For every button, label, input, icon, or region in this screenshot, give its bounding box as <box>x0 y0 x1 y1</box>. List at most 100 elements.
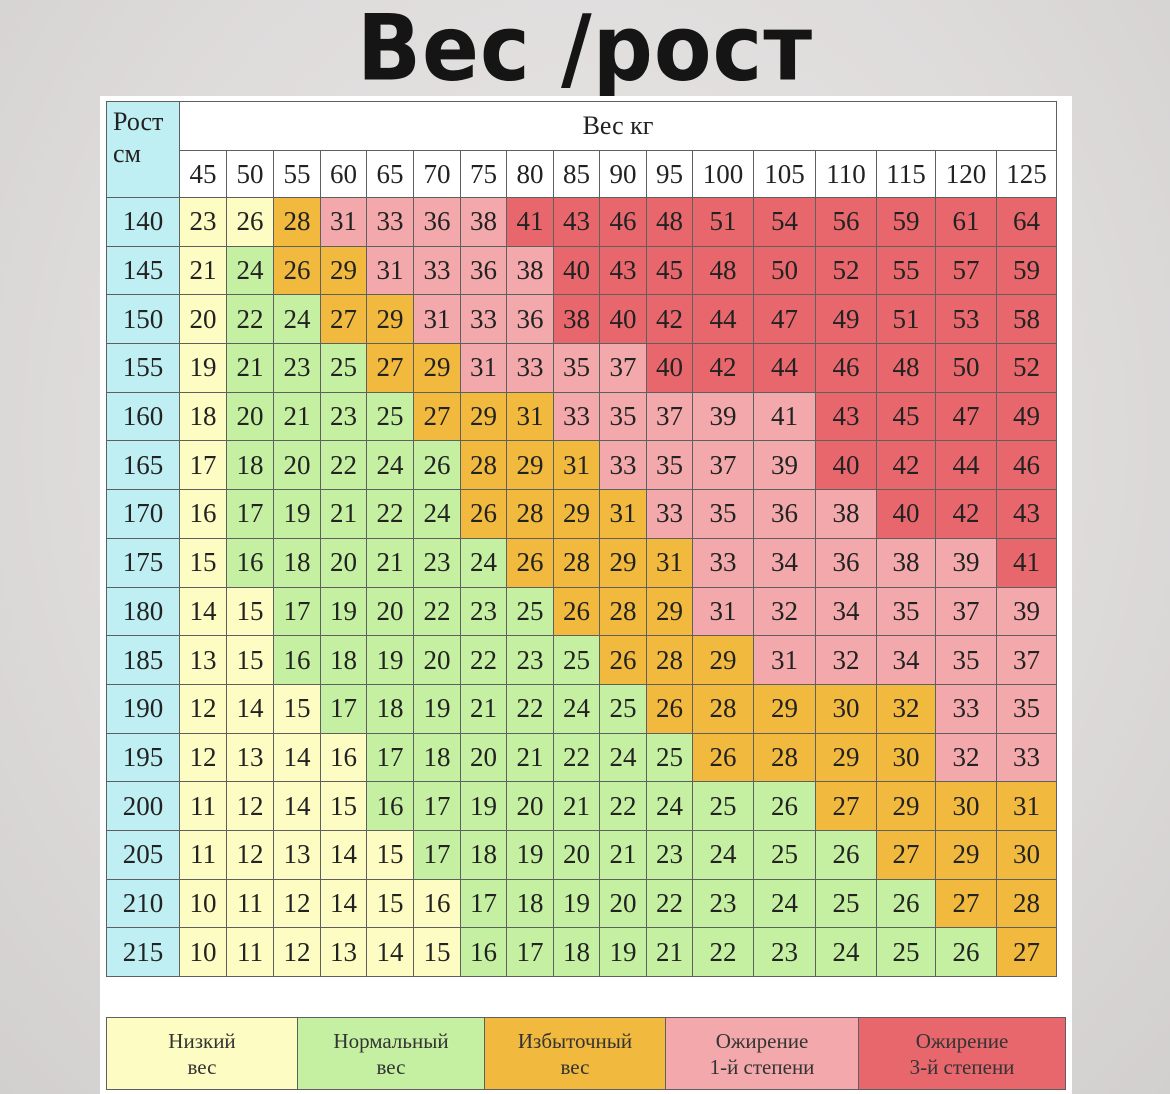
bmi-cell: 36 <box>413 197 461 247</box>
bmi-cell: 19 <box>460 781 507 831</box>
bmi-cell: 18 <box>413 732 461 783</box>
bmi-cell: 16 <box>226 537 274 588</box>
bmi-cell: 27 <box>815 781 877 831</box>
bmi-cell: 26 <box>460 489 507 539</box>
table-row: 210 10 11 12 14 15 16 17 18 19 20 22 23 24 25 26 27 28 <box>106 878 1057 929</box>
bmi-cell: 47 <box>935 391 997 442</box>
bmi-cell: 26 <box>553 586 600 637</box>
bmi-cell: 28 <box>599 586 647 637</box>
bmi-cell: 46 <box>815 343 877 393</box>
height-header-cell: 140 <box>106 197 180 247</box>
bmi-cell: 39 <box>996 586 1057 637</box>
bmi-cell: 35 <box>876 586 936 637</box>
bmi-cell: 14 <box>226 683 274 734</box>
bmi-cell: 17 <box>460 878 507 929</box>
bmi-cell: 19 <box>179 343 227 393</box>
bmi-cell: 32 <box>935 732 997 783</box>
bmi-cell: 25 <box>692 781 754 831</box>
bmi-cell: 24 <box>692 829 754 880</box>
bmi-cell: 40 <box>553 245 600 296</box>
height-header-cell: 145 <box>106 245 180 296</box>
bmi-cell: 16 <box>366 781 414 831</box>
weight-header-cell: 90 <box>599 150 647 198</box>
bmi-cell: 38 <box>876 537 936 588</box>
bmi-cell: 21 <box>553 781 600 831</box>
bmi-cell: 38 <box>506 245 554 296</box>
bmi-cell: 31 <box>753 635 816 685</box>
bmi-cell: 24 <box>413 489 461 539</box>
bmi-cell: 12 <box>179 732 227 783</box>
bmi-cell: 25 <box>366 391 414 442</box>
bmi-cell: 32 <box>753 586 816 637</box>
legend-item: Низкий вес <box>107 1018 298 1089</box>
bmi-cell: 13 <box>226 732 274 783</box>
bmi-cell: 30 <box>996 829 1057 880</box>
height-header-cell: 200 <box>106 781 180 831</box>
height-header-cell: 210 <box>106 878 180 929</box>
table-row: 180 14 15 17 19 20 22 23 25 26 28 29 31 32 34 35 37 39 <box>106 586 1057 637</box>
height-header-cell: 175 <box>106 537 180 588</box>
bmi-cell: 18 <box>506 878 554 929</box>
height-header-cell: 150 <box>106 294 180 345</box>
bmi-cell: 24 <box>553 683 600 734</box>
bmi-cell: 31 <box>506 391 554 442</box>
weight-header-cell: 120 <box>935 150 997 198</box>
legend-item-label: 3-й степени <box>909 1054 1015 1079</box>
bmi-cell: 59 <box>876 197 936 247</box>
weight-header-cell: 50 <box>226 150 274 198</box>
table-row: 190 12 14 15 17 18 19 21 22 24 25 26 28 29 30 32 33 35 <box>106 683 1057 734</box>
corner-label-line: см <box>113 139 141 168</box>
legend-item-label: Ожирение <box>715 1028 809 1053</box>
bmi-cell: 26 <box>692 732 754 783</box>
weight-header-cell: 125 <box>996 150 1057 198</box>
bmi-cell: 24 <box>460 537 507 588</box>
height-header-cell: 205 <box>106 829 180 880</box>
bmi-cell: 35 <box>553 343 600 393</box>
bmi-cell: 20 <box>320 537 367 588</box>
bmi-cell: 25 <box>320 343 367 393</box>
bmi-cell: 12 <box>273 927 321 977</box>
bmi-cell: 11 <box>179 829 227 880</box>
bmi-cell: 33 <box>413 245 461 296</box>
bmi-cell: 28 <box>506 489 554 539</box>
bmi-cell: 22 <box>646 878 693 929</box>
bmi-cell: 46 <box>599 197 647 247</box>
bmi-cell: 21 <box>599 829 647 880</box>
bmi-cell: 19 <box>413 683 461 734</box>
bmi-cell: 26 <box>413 440 461 491</box>
bmi-cell: 29 <box>753 683 816 734</box>
bmi-cell: 13 <box>273 829 321 880</box>
legend-item: Нормальный вес <box>298 1018 485 1089</box>
bmi-cell: 34 <box>753 537 816 588</box>
weight-header-cell: 110 <box>815 150 877 198</box>
bmi-cell: 14 <box>273 781 321 831</box>
bmi-cell: 46 <box>996 440 1057 491</box>
bmi-cell: 31 <box>996 781 1057 831</box>
bmi-cell: 15 <box>366 878 414 929</box>
bmi-cell: 23 <box>273 343 321 393</box>
bmi-cell: 33 <box>460 294 507 345</box>
bmi-cell: 31 <box>413 294 461 345</box>
bmi-cell: 42 <box>876 440 936 491</box>
bmi-cell: 11 <box>179 781 227 831</box>
bmi-cell: 24 <box>646 781 693 831</box>
bmi-cell: 17 <box>506 927 554 977</box>
legend-item-label: Ожирение <box>915 1028 1009 1053</box>
bmi-cell: 27 <box>366 343 414 393</box>
bmi-cell: 42 <box>935 489 997 539</box>
bmi-cell: 14 <box>179 586 227 637</box>
bmi-cell: 21 <box>273 391 321 442</box>
bmi-cell: 17 <box>320 683 367 734</box>
height-header-cell: 160 <box>106 391 180 442</box>
bmi-cell: 29 <box>413 343 461 393</box>
table-row: 215 10 11 12 13 14 15 16 17 18 19 21 22 23 24 25 26 27 <box>106 927 1057 977</box>
bmi-cell: 41 <box>996 537 1057 588</box>
bmi-cell: 26 <box>753 781 816 831</box>
bmi-cell: 45 <box>876 391 936 442</box>
bmi-cell: 35 <box>996 683 1057 734</box>
bmi-cell: 44 <box>935 440 997 491</box>
bmi-cell: 35 <box>599 391 647 442</box>
bmi-cell: 48 <box>876 343 936 393</box>
table-row: 205 11 12 13 14 15 17 18 19 20 21 23 24 25 26 27 29 30 <box>106 829 1057 880</box>
bmi-cell: 29 <box>366 294 414 345</box>
